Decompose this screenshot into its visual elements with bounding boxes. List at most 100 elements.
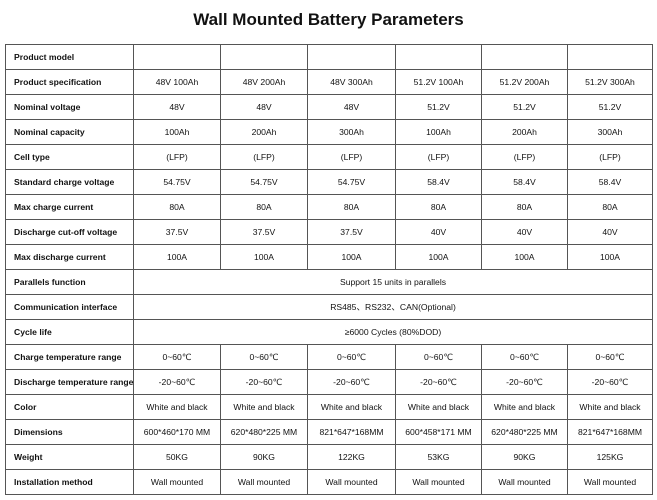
row-label: Cycle life xyxy=(5,319,134,345)
cell: 600*460*170 MM xyxy=(133,419,221,445)
title: Wall Mounted Battery Parameters xyxy=(193,10,464,29)
cell: 80A xyxy=(481,194,568,220)
cell: 51.2V xyxy=(395,94,482,120)
cell: 821*647*168MM xyxy=(307,419,396,445)
row-label: Dimensions xyxy=(5,419,134,445)
cell: 821*647*168MM xyxy=(567,419,653,445)
merged-cell: RS485、RS232、CAN(Optional) xyxy=(133,294,653,320)
cell: 122KG xyxy=(307,444,396,470)
row-label: Charge temperature range xyxy=(5,344,134,370)
table-row: Weight 50KG 90KG 122KG 53KG 90KG 125KG xyxy=(5,444,653,470)
table-row: Dimensions 600*460*170 MM 620*480*225 MM 82… xyxy=(5,419,653,445)
cell: (LFP) xyxy=(481,144,568,170)
cell: 125KG xyxy=(567,444,653,470)
cell: 100A xyxy=(481,244,568,270)
empty-cell xyxy=(133,44,221,70)
cell: 51.2V xyxy=(481,94,568,120)
cell: -20~60℃ xyxy=(567,369,653,395)
row-label: Product specification xyxy=(5,69,134,95)
row-label: Discharge temperature range xyxy=(5,369,134,395)
table-row: Cell type (LFP) (LFP) (LFP) (LFP) (LFP) (LFP) xyxy=(5,144,653,170)
cell: 40V xyxy=(395,219,482,245)
cell: 100A xyxy=(133,244,221,270)
cell: White and black xyxy=(481,394,568,420)
table-row: Product specification 48V 100Ah 48V 200Ah 4… xyxy=(5,69,653,95)
cell: 50KG xyxy=(133,444,221,470)
cell: 300Ah xyxy=(307,119,396,145)
table-row: Discharge cut-off voltage 37.5V 37.5V 37.5V… xyxy=(5,219,653,245)
cell: White and black xyxy=(133,394,221,420)
cell: 90KG xyxy=(220,444,308,470)
table-row: Nominal capacity 100Ah 200Ah 300Ah 100Ah 200A… xyxy=(5,119,653,145)
cell: 40V xyxy=(567,219,653,245)
cell: White and black xyxy=(567,394,653,420)
cell: Wall mounted xyxy=(395,469,482,495)
cell: 48V xyxy=(133,94,221,120)
cell: 90KG xyxy=(481,444,568,470)
empty-cell xyxy=(395,44,482,70)
cell: Wall mounted xyxy=(133,469,221,495)
row-label: Weight xyxy=(5,444,134,470)
cell: 200Ah xyxy=(220,119,308,145)
cell: 0~60℃ xyxy=(481,344,568,370)
cell: 48V 200Ah xyxy=(220,69,308,95)
cell: 80A xyxy=(395,194,482,220)
cell: White and black xyxy=(307,394,396,420)
cell: 80A xyxy=(220,194,308,220)
table-row: Max charge current 80A 80A 80A 80A 80A 80A xyxy=(5,194,653,220)
row-label: Nominal voltage xyxy=(5,94,134,120)
cell: 48V 300Ah xyxy=(307,69,396,95)
cell: 0~60℃ xyxy=(567,344,653,370)
cell: 58.4V xyxy=(567,169,653,195)
row-label: Color xyxy=(5,394,134,420)
cell: 100A xyxy=(220,244,308,270)
cell: Wall mounted xyxy=(481,469,568,495)
cell: 48V xyxy=(220,94,308,120)
cell: 100A xyxy=(567,244,653,270)
empty-cell xyxy=(220,44,308,70)
cell: 54.75V xyxy=(133,169,221,195)
cell: 300Ah xyxy=(567,119,653,145)
cell: 0~60℃ xyxy=(395,344,482,370)
row-label: Product model xyxy=(5,44,134,70)
row-label: Max discharge current xyxy=(5,244,134,270)
table-row: Max discharge current 100A 100A 100A 100A 100… xyxy=(5,244,653,270)
row-label: Installation method xyxy=(5,469,134,495)
table-row: Product model xyxy=(5,44,653,70)
cell: 58.4V xyxy=(395,169,482,195)
cell: -20~60℃ xyxy=(395,369,482,395)
cell: -20~60℃ xyxy=(307,369,396,395)
cell: 100A xyxy=(395,244,482,270)
cell: 40V xyxy=(481,219,568,245)
cell: White and black xyxy=(395,394,482,420)
cell: 620*480*225 MM xyxy=(220,419,308,445)
cell: (LFP) xyxy=(395,144,482,170)
table-row: Installation method Wall mounted Wall moun… xyxy=(5,469,653,495)
cell: (LFP) xyxy=(133,144,221,170)
row-label: Parallels function xyxy=(5,269,134,295)
cell: 51.2V 300Ah xyxy=(567,69,653,95)
row-label: Discharge cut-off voltage xyxy=(5,219,134,245)
cell: 37.5V xyxy=(133,219,221,245)
cell: 53KG xyxy=(395,444,482,470)
row-label: Cell type xyxy=(5,144,134,170)
cell: 80A xyxy=(567,194,653,220)
empty-cell xyxy=(307,44,396,70)
merged-cell: ≥6000 Cycles (80%DOD) xyxy=(133,319,653,345)
cell: (LFP) xyxy=(220,144,308,170)
table-row: Color White and black White and black White… xyxy=(5,394,653,420)
cell: 620*480*225 MM xyxy=(481,419,568,445)
cell: Wall mounted xyxy=(567,469,653,495)
table-row: Charge temperature range 0~60℃ 0~60℃ 0~60℃ 0… xyxy=(5,344,653,370)
row-label: Nominal capacity xyxy=(5,119,134,145)
table-row: Standard charge voltage 54.75V 54.75V 54.75… xyxy=(5,169,653,195)
cell: (LFP) xyxy=(567,144,653,170)
table-row: Nominal voltage 48V 48V 48V 51.2V 51.2V 51.2V xyxy=(5,94,653,120)
cell: -20~60℃ xyxy=(133,369,221,395)
row-label: Max charge current xyxy=(5,194,134,220)
cell: Wall mounted xyxy=(220,469,308,495)
cell: Wall mounted xyxy=(307,469,396,495)
cell: 0~60℃ xyxy=(133,344,221,370)
cell: 600*458*171 MM xyxy=(395,419,482,445)
table-row: Parallels function Support 15 units in pa… xyxy=(5,269,653,295)
